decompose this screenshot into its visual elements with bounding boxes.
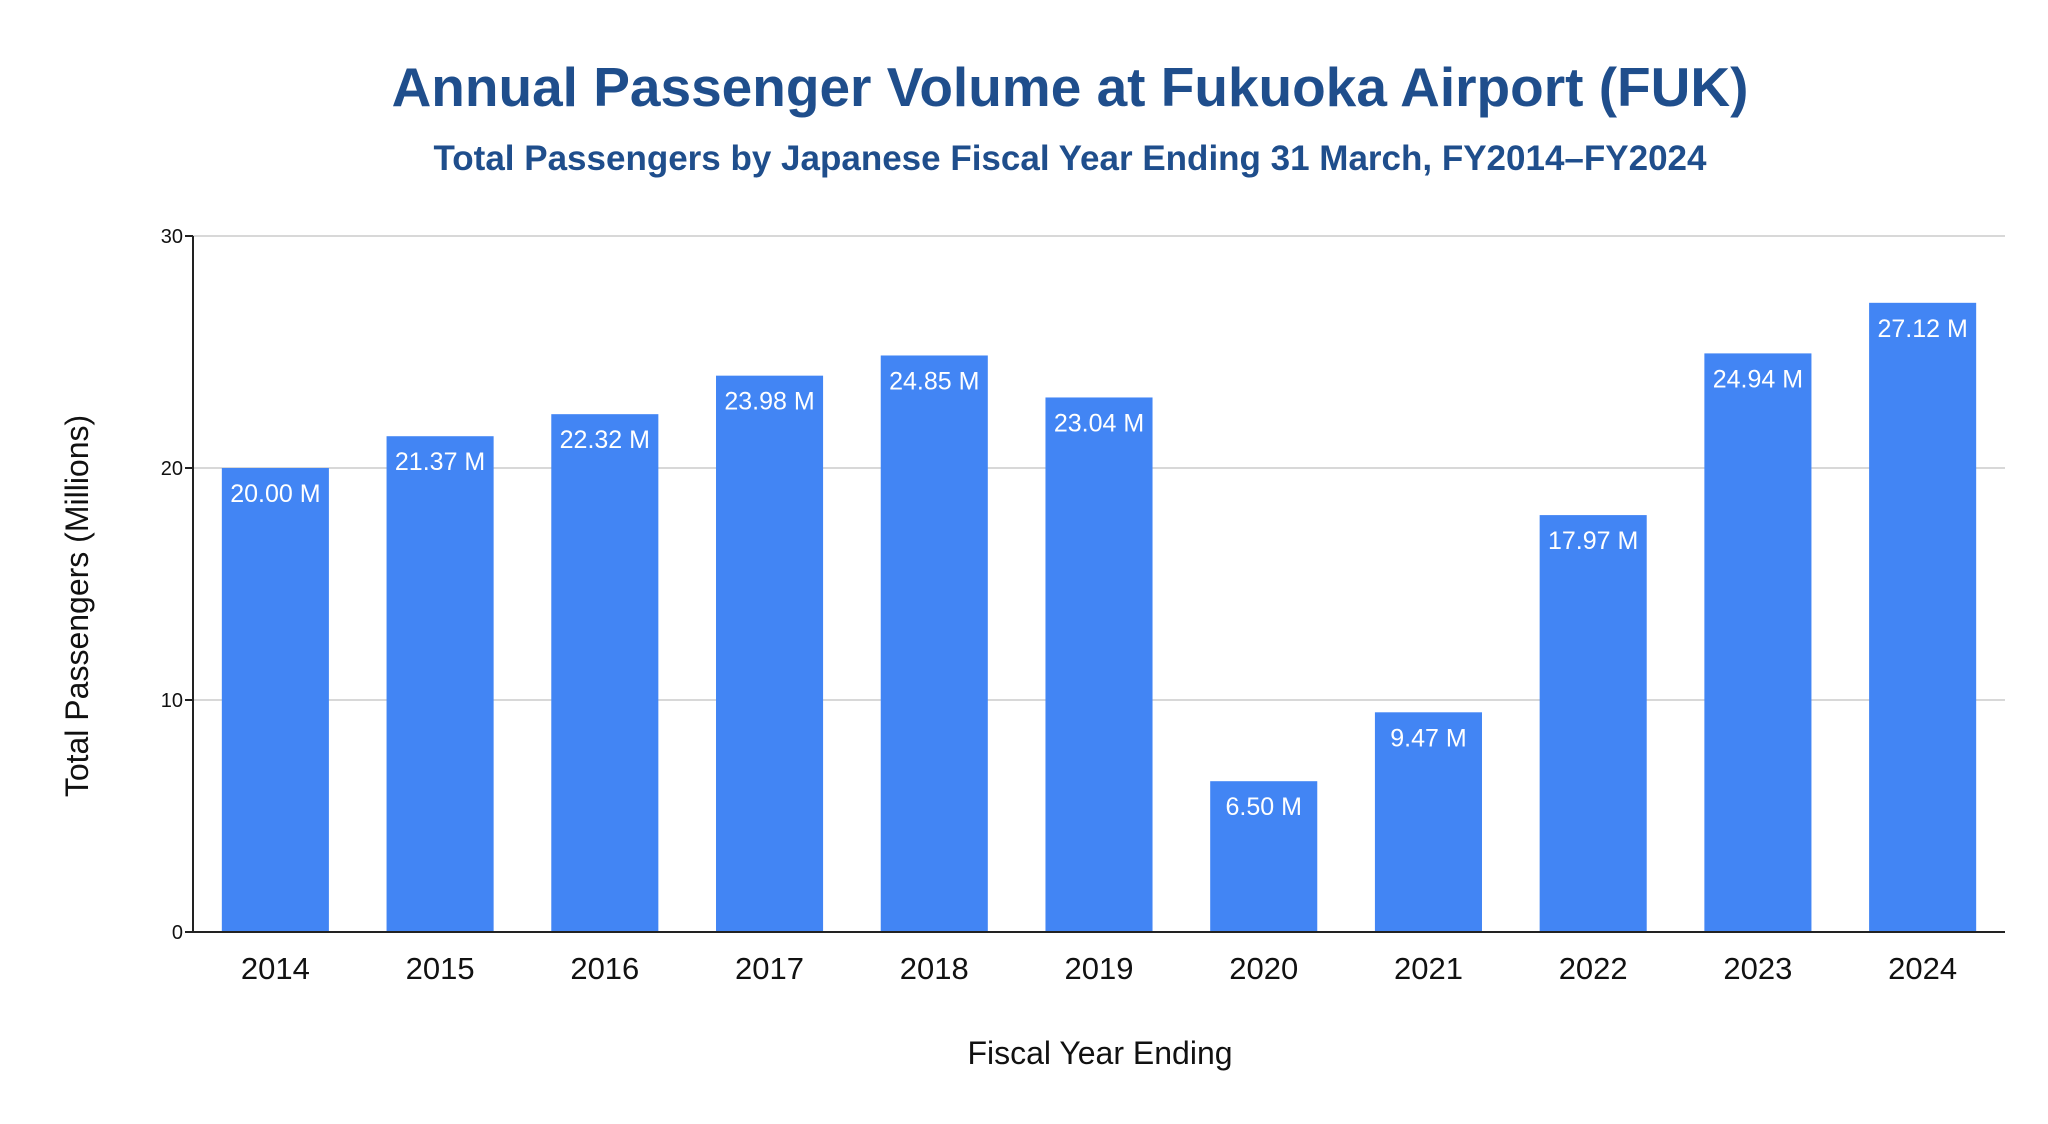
bar-data-label: 24.94 M — [1713, 365, 1803, 393]
bar-2016 — [551, 414, 659, 932]
chart-title: Annual Passenger Volume at Fukuoka Airpo… — [392, 56, 1749, 118]
x-axis-label: Fiscal Year Ending — [967, 1035, 1232, 1071]
bar-data-label: 6.50 M — [1226, 793, 1302, 821]
x-tick-label: 2021 — [1394, 951, 1463, 986]
x-tick-labels: 2014 2015 2016 2017 2018 2019 2020 2021 2022 2023… — [241, 951, 1957, 986]
bar-data-label: 22.32 M — [560, 426, 650, 454]
x-tick-label: 2016 — [570, 951, 639, 986]
bar-2021 — [1374, 712, 1482, 932]
x-tick-label: 2023 — [1723, 951, 1792, 986]
x-tick-label: 2018 — [900, 951, 969, 986]
bar-data-label: 23.98 M — [724, 388, 814, 416]
x-tick-label: 2022 — [1559, 951, 1628, 986]
bar-2022 — [1539, 515, 1647, 932]
x-tick-label: 2020 — [1229, 951, 1298, 986]
y-tick-label: 10 — [161, 690, 183, 712]
y-tick-label: 20 — [161, 458, 183, 480]
x-tick-label: 2017 — [735, 951, 804, 986]
bar-data-label: 20.00 M — [230, 480, 320, 508]
axes — [185, 235, 2005, 933]
bar-2024 — [1869, 302, 1977, 932]
bar-2018 — [880, 355, 988, 933]
bar-2015 — [386, 436, 494, 932]
bar-2020 — [1210, 781, 1318, 932]
x-tick-label: 2014 — [241, 951, 310, 986]
bar-data-label: 27.12 M — [1877, 315, 1967, 343]
bar-data-label: 24.85 M — [889, 367, 979, 395]
y-tick-label: 0 — [172, 922, 183, 944]
y-tick-label: 30 — [161, 226, 183, 248]
bar-2017 — [716, 375, 824, 932]
bar-2019 — [1045, 397, 1153, 932]
x-tick-label: 2019 — [1065, 951, 1134, 986]
y-axis-label: Total Passengers (Millions) — [59, 415, 95, 797]
bar-data-label: 9.47 M — [1390, 724, 1466, 752]
bar-2014 — [221, 468, 329, 932]
bar-data-label: 21.37 M — [395, 448, 485, 476]
x-tick-label: 2015 — [406, 951, 475, 986]
bars: 20.00 M 21.37 M 22.32 M 23.98 M 24.85 M 23.04… — [221, 302, 1977, 933]
chart-subtitle: Total Passengers by Japanese Fiscal Year… — [434, 139, 1707, 178]
bar-2023 — [1704, 353, 1812, 933]
x-tick-label: 2024 — [1888, 951, 1957, 986]
bar-data-label: 23.04 M — [1054, 409, 1144, 437]
y-tick-labels: 0 10 20 30 — [161, 226, 183, 944]
bar-data-label: 17.97 M — [1548, 527, 1638, 555]
